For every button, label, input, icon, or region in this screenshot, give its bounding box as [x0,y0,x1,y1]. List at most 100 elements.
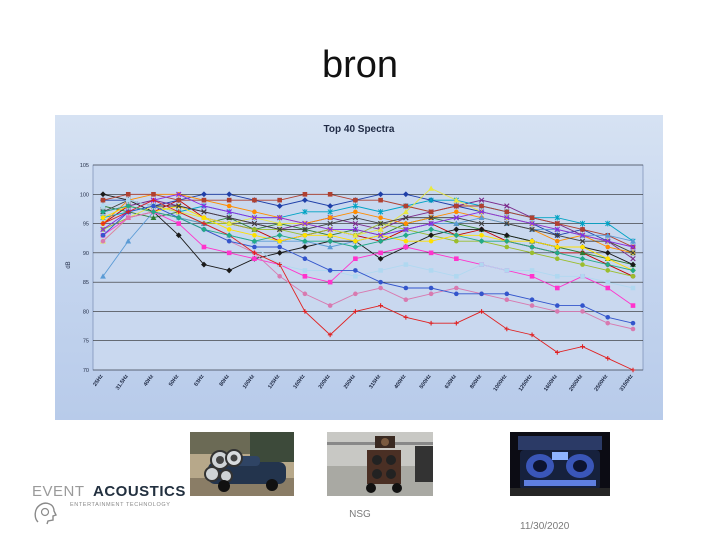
data-point [605,314,611,320]
data-point [454,209,459,215]
data-point [453,215,460,221]
data-point [302,209,308,215]
data-point [554,303,560,308]
data-point [478,209,485,215]
data-point [302,244,308,250]
data-point [327,332,333,338]
data-point [403,297,409,303]
data-point [503,232,510,239]
data-point [226,250,232,256]
data-point [403,314,409,320]
data-point [252,197,257,203]
logo-tagline: ENTERTAINMENT TECHNOLOGY [70,502,171,508]
series-line [102,205,634,271]
data-point [277,238,282,244]
data-point [403,203,409,209]
data-point [226,232,233,239]
data-point [353,291,358,297]
data-point [428,320,434,326]
x-tick-label: 250Hz [343,374,357,391]
data-point [630,303,636,308]
data-point [378,303,383,308]
data-point [125,238,132,244]
data-point [276,215,283,221]
data-point [454,203,459,209]
slide-title: bron [321,44,399,86]
x-tick-label: 500Hz [419,374,433,391]
data-point [504,220,510,227]
data-point [454,320,459,326]
data-point [353,209,358,215]
y-axis-label: dB [66,261,72,268]
data-point [529,273,535,279]
data-point [151,197,156,203]
data-point [453,220,460,226]
data-point [579,220,586,227]
data-point [403,262,409,267]
data-point [605,279,611,285]
data-point [226,220,233,226]
data-point [580,262,585,267]
data-point [554,285,560,291]
data-point [377,238,384,245]
data-point [327,303,333,308]
data-point [579,249,586,256]
data-point [479,262,484,267]
data-point [353,238,358,244]
data-point [226,238,232,244]
y-tick-label: 105 [80,163,89,169]
data-point [504,209,510,215]
data-point [605,355,611,361]
x-tick-label: 80Hz [219,374,231,388]
data-point [402,232,409,239]
data-point [580,303,585,308]
data-point [175,232,182,239]
data-point [100,208,106,215]
y-tick-label: 75 [83,339,89,345]
data-point [554,226,560,233]
event-acoustics-logo: EVENT ACOUSTICS ENTERTAINMENT TECHNOLOGY [32,483,185,528]
data-point [580,227,585,232]
data-point [453,232,460,239]
data-point [503,238,510,245]
data-point [403,226,409,233]
data-point [604,232,611,238]
data-point [302,291,308,297]
data-point [378,268,383,273]
data-point [150,208,157,215]
data-point [580,344,585,349]
data-point [125,203,132,209]
data-point [579,238,586,244]
data-point [176,203,182,209]
data-point [454,273,459,279]
data-point [276,220,283,226]
data-point [276,232,283,239]
data-point [302,238,308,245]
data-point [176,197,182,203]
data-point [428,185,434,191]
data-point [428,220,434,227]
x-tick-label: 400Hz [393,374,407,391]
x-tick-label: 31.5Hz [115,374,130,392]
data-point [302,226,308,233]
data-point [327,244,334,250]
series-line [102,193,634,248]
data-point [327,238,334,245]
data-point [630,367,636,373]
data-point [302,232,308,238]
data-point [529,220,535,227]
data-point [327,215,333,221]
y-tick-label: 95 [83,222,89,228]
data-point [175,214,182,221]
series-15 [100,191,636,250]
data-point [100,226,106,233]
data-point [554,309,560,314]
data-point [378,215,383,221]
data-point [630,244,636,250]
data-point [353,309,358,314]
data-point [454,291,459,297]
data-point [352,232,359,238]
data-point [302,256,308,262]
car-trunk-speakers-photo [510,432,610,496]
data-point [201,261,207,268]
